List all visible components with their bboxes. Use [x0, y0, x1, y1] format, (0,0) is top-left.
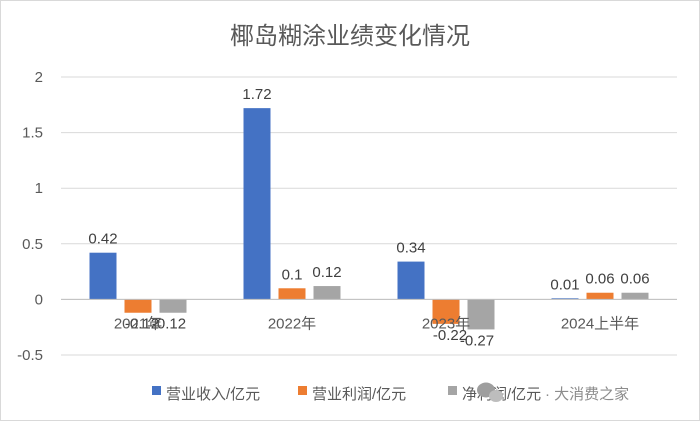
y-tick-label: 0: [35, 291, 43, 308]
y-tick-label: 2: [35, 69, 43, 86]
bar: [432, 299, 460, 324]
bar: [586, 292, 614, 300]
bars: [89, 108, 649, 330]
y-tick-label: 1.5: [22, 125, 43, 142]
bar: [278, 288, 306, 300]
chart-title: 椰岛糊涂业绩变化情况: [230, 23, 470, 50]
data-label: -0.27: [460, 332, 494, 349]
data-label: -0.12: [125, 316, 159, 333]
gridlines: [61, 76, 677, 356]
data-label: 0.06: [585, 271, 614, 288]
data-label: 0.34: [396, 240, 425, 257]
wechat-icon: [477, 382, 503, 402]
bar: [397, 261, 425, 300]
bar: [159, 299, 187, 313]
bar: [124, 299, 152, 313]
data-labels: 0.42 -0.12-0.12 1.72 0.1 0.12 0.34 -0.22-0.27 0…: [88, 86, 649, 349]
data-label: 0.42: [88, 231, 117, 248]
data-label: -0.22: [433, 327, 467, 344]
legend-label: 营业利润/亿元: [312, 386, 406, 403]
data-label: -0.12: [152, 316, 186, 333]
watermark-text: · 大消费之家: [545, 386, 629, 403]
y-tick-label: -0.5: [17, 347, 43, 364]
legend-swatch: [448, 386, 457, 395]
data-label: 0.01: [550, 276, 579, 293]
data-label: 0.06: [620, 271, 649, 288]
legend-swatch: [152, 386, 161, 395]
watermark: · 大消费之家: [477, 382, 629, 403]
bar: [89, 252, 117, 300]
bar: [551, 298, 579, 300]
y-axis: -0.5 0 0.5 1 1.5 2: [17, 69, 43, 364]
bar: [313, 286, 341, 300]
x-tick-label: 2023年: [422, 315, 470, 332]
bar: [621, 292, 649, 300]
y-tick-label: 0.5: [22, 236, 43, 253]
x-axis: 2021年 2022年 2023年 2024上半年: [61, 298, 677, 332]
bar: [243, 108, 271, 300]
y-tick-label: 1: [35, 180, 43, 197]
data-label: 1.72: [242, 86, 271, 103]
bar: [467, 299, 495, 330]
x-tick-label: 2021年: [114, 315, 162, 332]
legend-swatch: [298, 386, 307, 395]
data-label: 0.1: [282, 266, 303, 283]
x-tick-label: 2024上半年: [561, 315, 639, 332]
x-tick-label: 2022年: [268, 315, 316, 332]
data-label: 0.12: [312, 264, 341, 281]
legend-label: 营业收入/亿元: [166, 386, 260, 403]
